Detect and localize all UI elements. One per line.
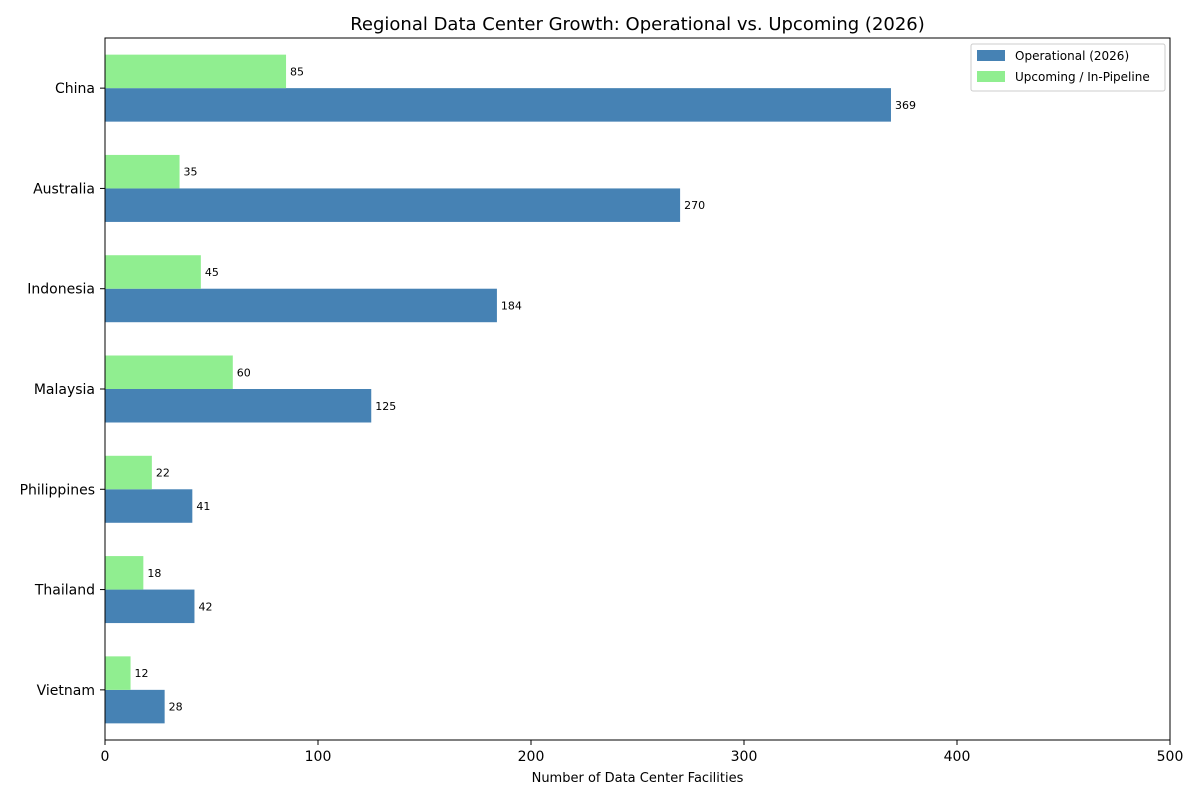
bar-upcoming-indonesia	[105, 255, 201, 289]
x-axis-label: Number of Data Center Facilities	[532, 771, 744, 786]
bar-upcoming-thailand	[105, 556, 144, 590]
bar-operational-china	[105, 88, 891, 122]
y-tick-label-china: China	[55, 81, 95, 97]
legend-box	[970, 43, 1166, 92]
bar-upcoming-vietnam	[105, 656, 131, 690]
data-label-upcoming-philippines: 22	[156, 467, 170, 480]
y-tick-label-australia: Australia	[33, 181, 95, 197]
data-label-operational-vietnam: 28	[169, 701, 183, 714]
legend-swatch-upcoming	[977, 71, 1005, 82]
y-tick-label-vietnam: Vietnam	[37, 683, 95, 699]
bar-operational-vietnam	[105, 689, 165, 724]
data-label-operational-thailand: 42	[198, 600, 212, 613]
data-label-operational-philippines: 41	[196, 500, 210, 513]
data-label-upcoming-thailand: 18	[147, 567, 161, 580]
x-tick-label-300: 300	[731, 749, 758, 765]
y-tick-label-philippines: Philippines	[20, 482, 95, 498]
bar-upcoming-china	[105, 54, 287, 89]
data-label-upcoming-malaysia: 60	[237, 366, 251, 379]
bar-upcoming-malaysia	[105, 355, 233, 389]
data-label-upcoming-australia: 35	[184, 166, 198, 179]
y-tick-label-indonesia: Indonesia	[27, 282, 95, 298]
legend-label-upcoming: Upcoming / In-Pipeline	[1015, 70, 1150, 84]
y-tick-label-malaysia: Malaysia	[34, 382, 95, 398]
x-tick-label-500: 500	[1157, 749, 1184, 765]
legend: Operational (2026) Upcoming / In-Pipelin…	[970, 43, 1166, 92]
bar-operational-australia	[105, 188, 681, 222]
x-tick-label-400: 400	[944, 749, 971, 765]
data-label-upcoming-china: 85	[290, 65, 304, 78]
bar-upcoming-australia	[105, 154, 180, 189]
data-label-operational-indonesia: 184	[501, 299, 522, 312]
plot-area: 369 85 270 35 184 45 125 60 41 22 42 18 28 12	[105, 54, 916, 724]
y-axis: China Australia Indonesia Malaysia Philippin…	[20, 81, 105, 699]
data-label-operational-malaysia: 125	[375, 400, 396, 413]
data-label-operational-australia: 270	[684, 199, 705, 212]
legend-label-operational: Operational (2026)	[1015, 49, 1129, 63]
data-label-operational-china: 369	[895, 99, 916, 112]
bar-operational-malaysia	[105, 389, 372, 423]
y-tick-label-thailand: Thailand	[34, 583, 95, 599]
x-tick-label-200: 200	[518, 749, 545, 765]
x-tick-label-100: 100	[305, 749, 332, 765]
bar-operational-thailand	[105, 589, 195, 624]
x-tick-label-0: 0	[101, 749, 110, 765]
data-label-upcoming-indonesia: 45	[205, 266, 219, 279]
x-axis: 0 100 200 300 400 500	[101, 740, 1184, 765]
legend-swatch-operational	[977, 50, 1005, 61]
bar-upcoming-philippines	[105, 455, 152, 490]
chart-title: Regional Data Center Growth: Operational…	[350, 14, 925, 35]
bar-operational-indonesia	[105, 288, 497, 323]
data-label-upcoming-vietnam: 12	[135, 667, 149, 680]
bar-operational-philippines	[105, 489, 193, 523]
